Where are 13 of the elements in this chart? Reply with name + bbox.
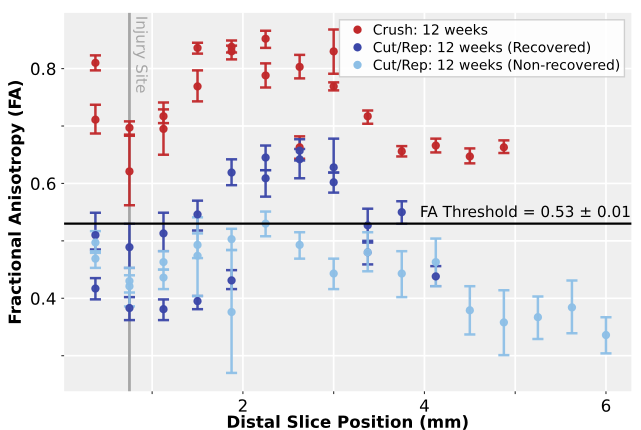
ref-line-label: Injury Site [133, 17, 148, 93]
legend-label: Cut/Rep: 12 weeks (Recovered) [374, 42, 590, 56]
x-tick-label: 6 [602, 399, 610, 412]
x-tick-label: 2 [238, 399, 247, 412]
x-axis-title: Distal Slice Position (mm) [228, 415, 468, 430]
x-tick-label: 4 [420, 399, 429, 412]
y-axis-title: Fractional Anisotropy (FA) [8, 80, 24, 324]
y-tick-label: 0.8 [31, 62, 56, 76]
ref-line-label: FA Threshold = 0.53 ± 0.01 [421, 205, 630, 218]
y-tick-label: 0.4 [31, 292, 56, 305]
y-tick-label: 0.6 [31, 177, 56, 190]
legend-label: Crush: 12 weeks [374, 24, 488, 35]
legend-label: Cut/Rep: 12 weeks (Non-recovered) [374, 59, 620, 73]
